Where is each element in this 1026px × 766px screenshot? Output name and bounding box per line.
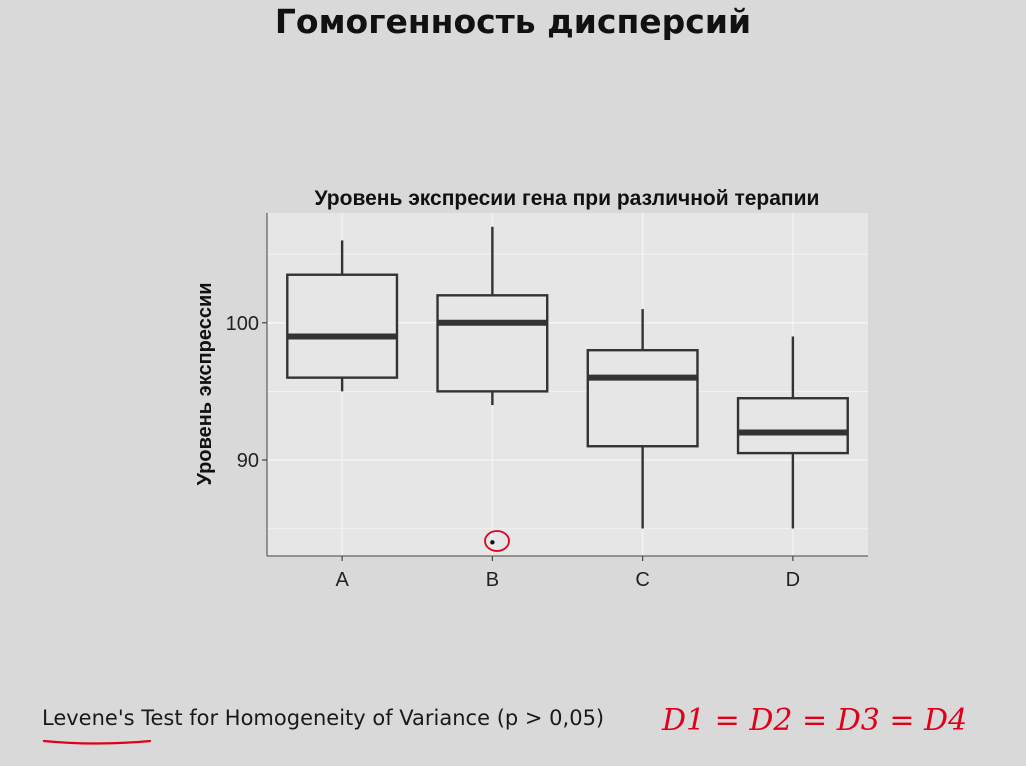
y-tick-label-100: 100 bbox=[226, 313, 259, 335]
slide-title: Гомогенность дисперсий bbox=[274, 2, 752, 41]
x-tick-label-C: C bbox=[635, 569, 649, 591]
box-A bbox=[286, 240, 399, 392]
outlier-point-B-0 bbox=[490, 540, 495, 545]
x-tick-label-D: D bbox=[786, 569, 800, 591]
box-C bbox=[586, 309, 699, 529]
levene-test-caption: Levene's Test for Homogeneity of Varianc… bbox=[42, 706, 605, 730]
box-body-B bbox=[436, 294, 549, 393]
plot-panel bbox=[267, 213, 868, 556]
y-tick-label-90: 90 bbox=[237, 450, 259, 472]
box-D bbox=[736, 336, 849, 529]
chart-title: Уровень экспресии гена при различной тер… bbox=[315, 187, 820, 210]
box-B bbox=[436, 226, 549, 545]
box-layer bbox=[286, 226, 849, 545]
x-tick-label-B: B bbox=[486, 569, 499, 591]
y-axis-label: Уровень экспрессии bbox=[194, 282, 216, 485]
axis-layer: 90 100 A B C D bbox=[226, 213, 868, 591]
x-tick-label-A: A bbox=[335, 569, 349, 591]
box-body-C bbox=[586, 349, 699, 448]
box-body-A bbox=[286, 273, 399, 379]
box-body-D bbox=[736, 397, 849, 455]
